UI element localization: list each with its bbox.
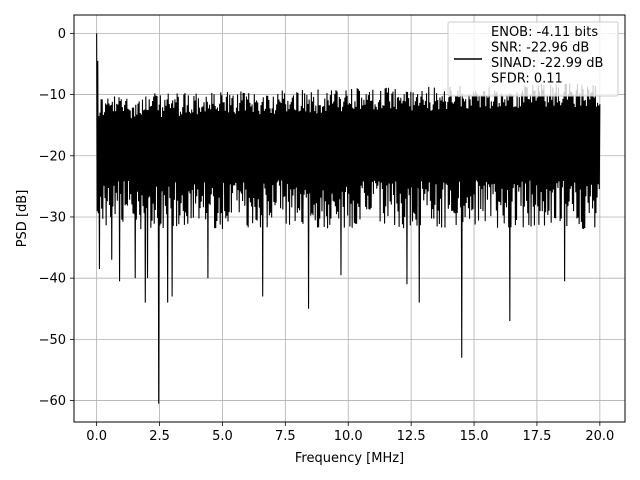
x-tick-label: 15.0 [460,429,489,444]
x-tick-label: 0.0 [86,429,107,444]
x-tick-label: 20.0 [585,429,614,444]
x-tick-label: 17.5 [522,429,551,444]
x-tick-label: 10.0 [334,429,363,444]
y-axis-ticks: 0 −10 −20 −30 −40 −50 −60 [39,27,74,409]
y-tick-label: −50 [39,333,66,348]
psd-line [96,33,601,404]
y-tick-label: −10 [39,88,66,103]
x-tick-label: 5.0 [212,429,233,444]
legend-box [447,21,619,97]
y-tick-label: 0 [58,27,66,42]
x-tick-label: 2.5 [149,429,170,444]
y-tick-label: −20 [39,149,66,164]
legend: ENOB: -4.11 bits SNR: -22.96 dB SINAD: -… [447,21,619,97]
legend-entry-sfdr: SFDR: 0.11 [491,72,563,87]
legend-entry-sinad: SINAD: -22.99 dB [491,56,603,71]
psd-trace [96,33,601,404]
y-tick-label: −30 [39,210,66,225]
legend-entry-snr: SNR: -22.96 dB [491,41,589,56]
x-tick-label: 12.5 [397,429,426,444]
plot-frame [73,14,626,423]
x-tick-label: 7.5 [275,429,296,444]
y-tick-label: −40 [39,272,66,287]
y-axis-label: PSD [dB] [15,190,30,248]
x-axis-label: Frequency [MHz] [295,451,404,466]
y-tick-label: −60 [39,394,66,409]
x-axis-ticks: 0.0 2.5 5.0 7.5 10.0 12.5 15.0 17.5 20.0 [86,422,614,444]
legend-entry-enob: ENOB: -4.11 bits [491,25,598,40]
